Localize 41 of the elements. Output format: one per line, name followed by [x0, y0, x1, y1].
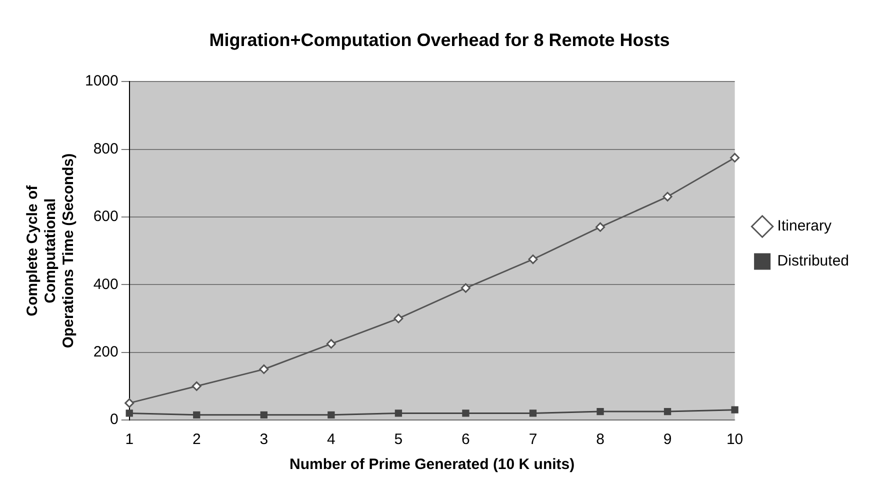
y-tick-label: 800	[93, 140, 118, 158]
point	[192, 381, 202, 391]
x-tick-label: 8	[596, 431, 604, 448]
x-tick-label: 4	[327, 431, 336, 448]
y-tick-label: 200	[93, 343, 118, 360]
chart-title: Migration+Computation Overhead for 8 Remote Hosts	[209, 30, 670, 50]
point	[462, 410, 470, 417]
point	[731, 406, 738, 414]
x-tick-label: 7	[528, 431, 538, 448]
legend-label: Itinerary	[777, 218, 832, 235]
point	[529, 410, 537, 417]
x-tick-label: 6	[462, 431, 470, 448]
x-tick-label: 10	[726, 431, 744, 448]
point	[596, 222, 606, 232]
point	[460, 283, 470, 293]
point	[328, 411, 335, 419]
y-tick-label: 600	[93, 208, 118, 226]
point	[664, 408, 672, 416]
x-tick-label: 3	[260, 431, 268, 448]
point	[193, 411, 200, 419]
x-tick-label: 9	[663, 431, 672, 448]
point	[259, 364, 269, 374]
point	[730, 152, 740, 162]
legend-label: Distributed	[777, 252, 850, 270]
x-tick-label: 5	[394, 431, 403, 448]
x-tick-label: 1	[125, 431, 134, 448]
y-axis-title: Complete Cycle of Computational Operations Time (Seconds)	[24, 153, 78, 348]
y-tick-label: 0	[110, 411, 118, 428]
point	[528, 254, 538, 264]
y-tick-label: 400	[93, 276, 118, 293]
point	[394, 410, 402, 417]
x-axis-title: Number of Prime Generated (10 K units)	[290, 456, 575, 474]
point	[124, 398, 134, 408]
point	[126, 410, 133, 417]
point	[662, 192, 672, 202]
point	[394, 314, 404, 324]
x-tick-label: 2	[192, 431, 201, 448]
y-tick-label: 1000	[84, 72, 118, 90]
point	[326, 339, 336, 349]
point	[260, 411, 268, 419]
point	[596, 408, 604, 416]
